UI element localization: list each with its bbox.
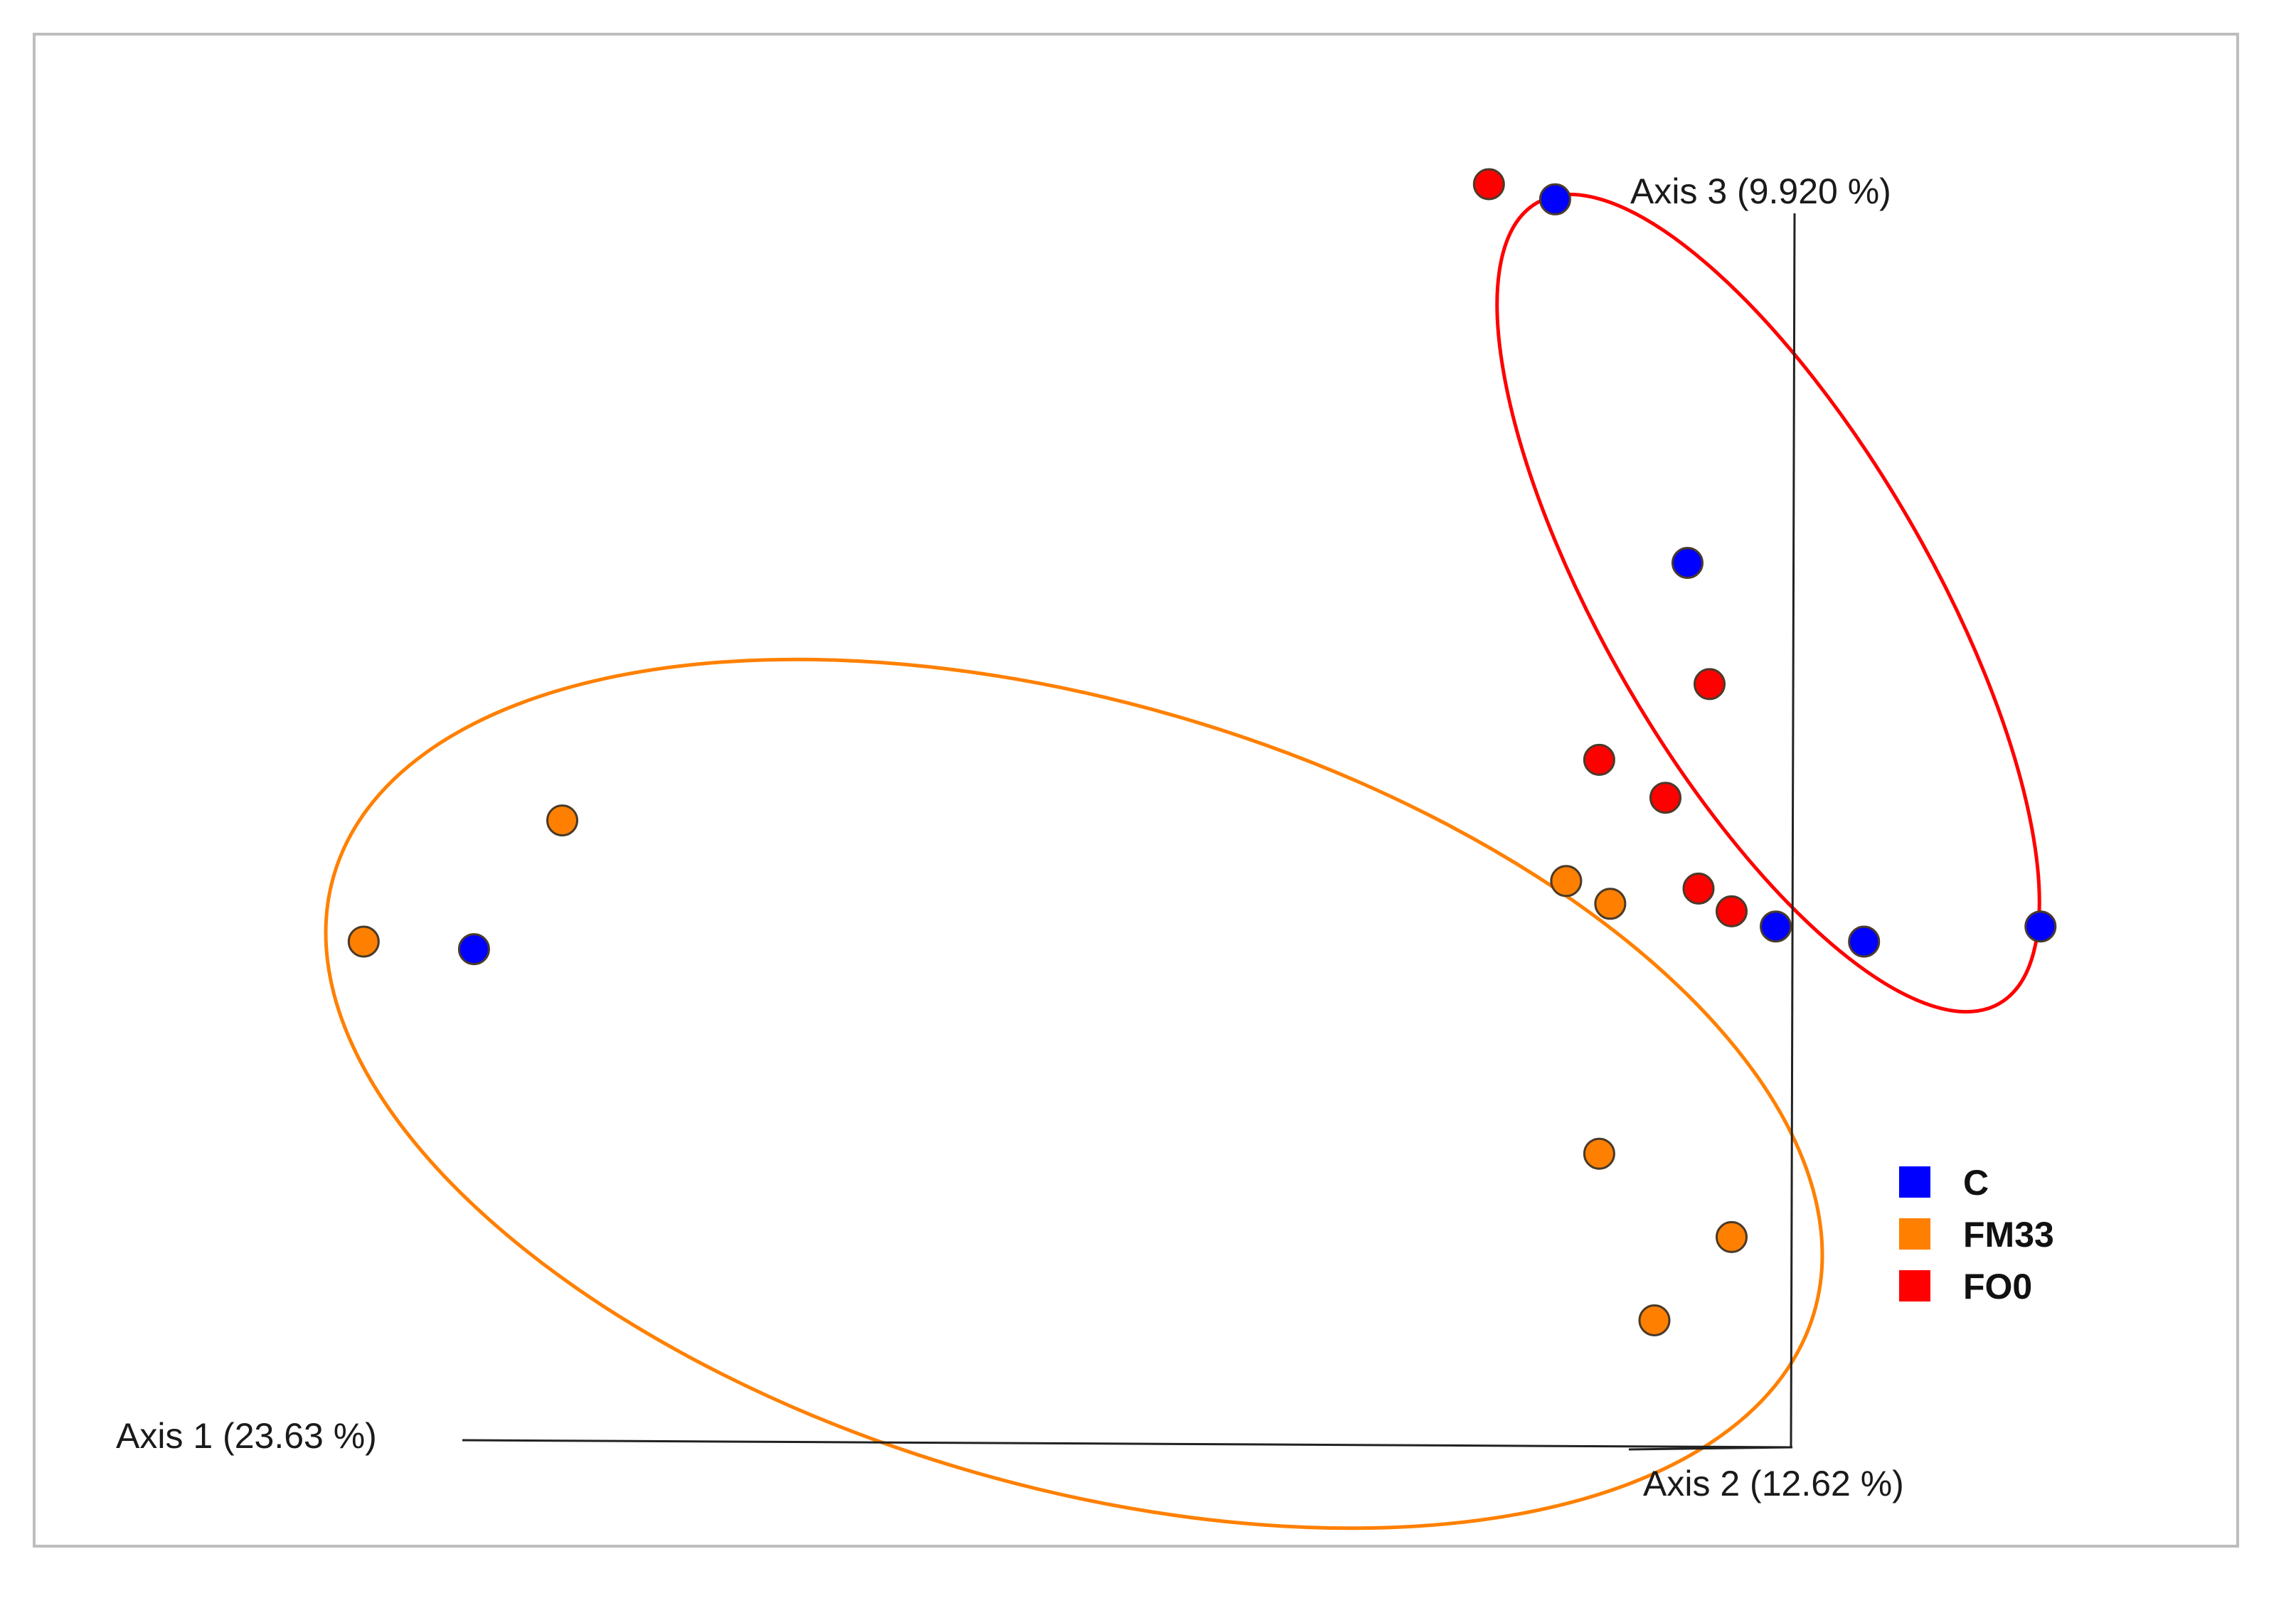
point-fo0-6 [1716, 895, 1748, 927]
legend-swatch-c [1899, 1166, 1930, 1198]
point-c-1 [1538, 183, 1571, 215]
legend-swatch-fm33 [1899, 1218, 1930, 1250]
point-fm33-6 [1716, 1220, 1748, 1253]
legend-label-fm33: FM33 [1963, 1215, 2054, 1255]
point-c-2 [1671, 547, 1704, 579]
point-c-4 [2024, 910, 2057, 943]
point-fo0-5 [1682, 872, 1715, 905]
point-fm33-5 [1583, 1137, 1615, 1170]
point-fo0-3 [1583, 743, 1615, 776]
ellipse-layer [324, 192, 2041, 1531]
point-fo0-4 [1649, 782, 1681, 814]
axis1-label: Axis 1 (23.63 %) [116, 1416, 377, 1456]
point-c-3 [1760, 910, 1792, 943]
axis1-line [462, 1439, 1793, 1449]
point-fm33-4 [1594, 888, 1627, 920]
legend-label-fo0: FO0 [1963, 1267, 2032, 1306]
legend-label-c: C [1963, 1163, 1989, 1203]
axis3-line [1790, 213, 1796, 1448]
axis3-label: Axis 3 (9.920 %) [1630, 171, 1891, 211]
legend-swatch-fo0 [1899, 1270, 1930, 1301]
legend: C FM33 FO0 [1899, 1163, 2054, 1306]
ellipse-fm33 [324, 657, 1824, 1531]
point-c-6 [457, 933, 490, 966]
axes-layer: Axis 1 (23.63 %) Axis 2 (12.62 %) Axis 3… [116, 171, 1904, 1503]
point-fm33-1 [546, 804, 578, 837]
point-fo0-2 [1694, 668, 1726, 701]
point-fm33-2 [347, 925, 380, 958]
point-fm33-3 [1550, 865, 1583, 898]
axis2-line [1628, 1446, 1793, 1451]
point-fm33-7 [1638, 1304, 1671, 1336]
axis2-label: Axis 2 (12.62 %) [1643, 1464, 1904, 1503]
point-c-5 [1848, 925, 1881, 958]
point-fo0-1 [1472, 168, 1505, 201]
chart-frame [33, 33, 2239, 1548]
points-layer [347, 168, 2057, 1336]
ellipse-fo0 [1495, 192, 2041, 1014]
